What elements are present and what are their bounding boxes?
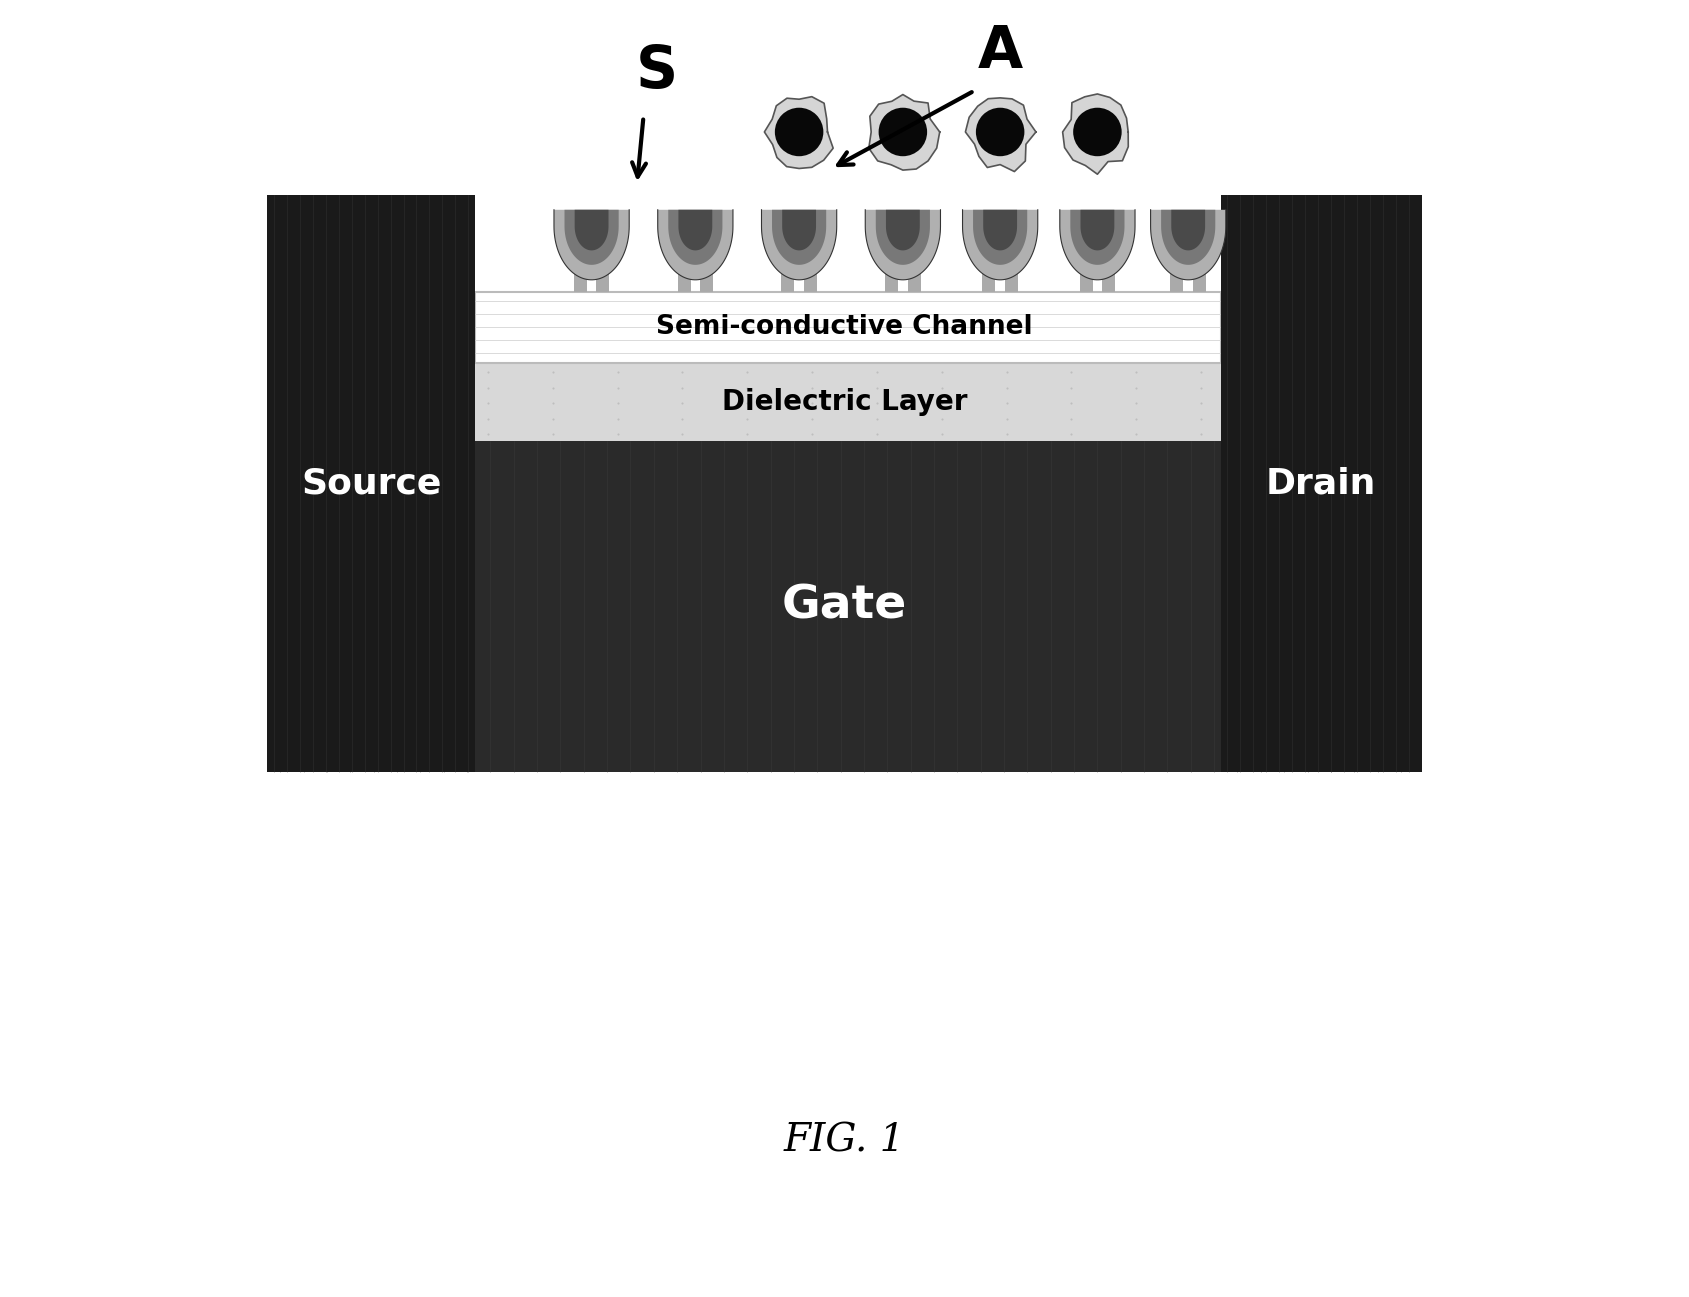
Text: S: S bbox=[635, 43, 677, 100]
Bar bbox=[885, 263, 899, 292]
Bar bbox=[1005, 263, 1018, 292]
Polygon shape bbox=[877, 210, 931, 265]
Polygon shape bbox=[966, 97, 1035, 171]
Polygon shape bbox=[1170, 210, 1206, 250]
Polygon shape bbox=[762, 210, 836, 280]
Polygon shape bbox=[1081, 210, 1115, 250]
Bar bbox=[1170, 263, 1184, 292]
Bar bbox=[267, 441, 1422, 772]
Bar bbox=[1079, 263, 1093, 292]
Bar bbox=[596, 263, 610, 292]
Bar bbox=[983, 263, 995, 292]
Bar bbox=[475, 292, 1221, 363]
Bar bbox=[574, 263, 586, 292]
Bar bbox=[782, 263, 794, 292]
Bar bbox=[1192, 263, 1206, 292]
Polygon shape bbox=[1059, 210, 1135, 280]
Bar bbox=[1221, 195, 1422, 772]
Bar bbox=[1103, 263, 1115, 292]
Polygon shape bbox=[669, 210, 723, 265]
Text: FIG. 1: FIG. 1 bbox=[784, 1123, 905, 1160]
Circle shape bbox=[1073, 108, 1121, 156]
Polygon shape bbox=[782, 210, 816, 250]
Polygon shape bbox=[983, 210, 1017, 250]
Circle shape bbox=[878, 108, 927, 156]
Polygon shape bbox=[1071, 210, 1125, 265]
Polygon shape bbox=[554, 210, 630, 280]
Bar bbox=[701, 263, 713, 292]
Polygon shape bbox=[1150, 210, 1226, 280]
Polygon shape bbox=[772, 210, 826, 265]
Polygon shape bbox=[657, 210, 733, 280]
Circle shape bbox=[775, 108, 823, 156]
Text: Source: Source bbox=[301, 466, 441, 501]
Bar bbox=[267, 195, 475, 772]
Polygon shape bbox=[574, 210, 608, 250]
Polygon shape bbox=[679, 210, 713, 250]
Polygon shape bbox=[865, 210, 941, 280]
Text: Drain: Drain bbox=[1267, 466, 1377, 501]
Circle shape bbox=[976, 108, 1025, 156]
Polygon shape bbox=[887, 210, 921, 250]
Text: Gate: Gate bbox=[782, 584, 907, 629]
Polygon shape bbox=[564, 210, 618, 265]
Bar bbox=[267, 363, 1422, 441]
Text: A: A bbox=[978, 23, 1024, 80]
Text: Semi-conductive Channel: Semi-conductive Channel bbox=[657, 314, 1032, 341]
Bar bbox=[677, 263, 691, 292]
Bar bbox=[804, 263, 817, 292]
Polygon shape bbox=[1062, 93, 1128, 174]
Polygon shape bbox=[765, 97, 833, 169]
Polygon shape bbox=[963, 210, 1037, 280]
Polygon shape bbox=[973, 210, 1027, 265]
Text: Dielectric Layer: Dielectric Layer bbox=[721, 388, 968, 416]
Polygon shape bbox=[868, 95, 939, 170]
Bar bbox=[907, 263, 921, 292]
Polygon shape bbox=[1160, 210, 1216, 265]
